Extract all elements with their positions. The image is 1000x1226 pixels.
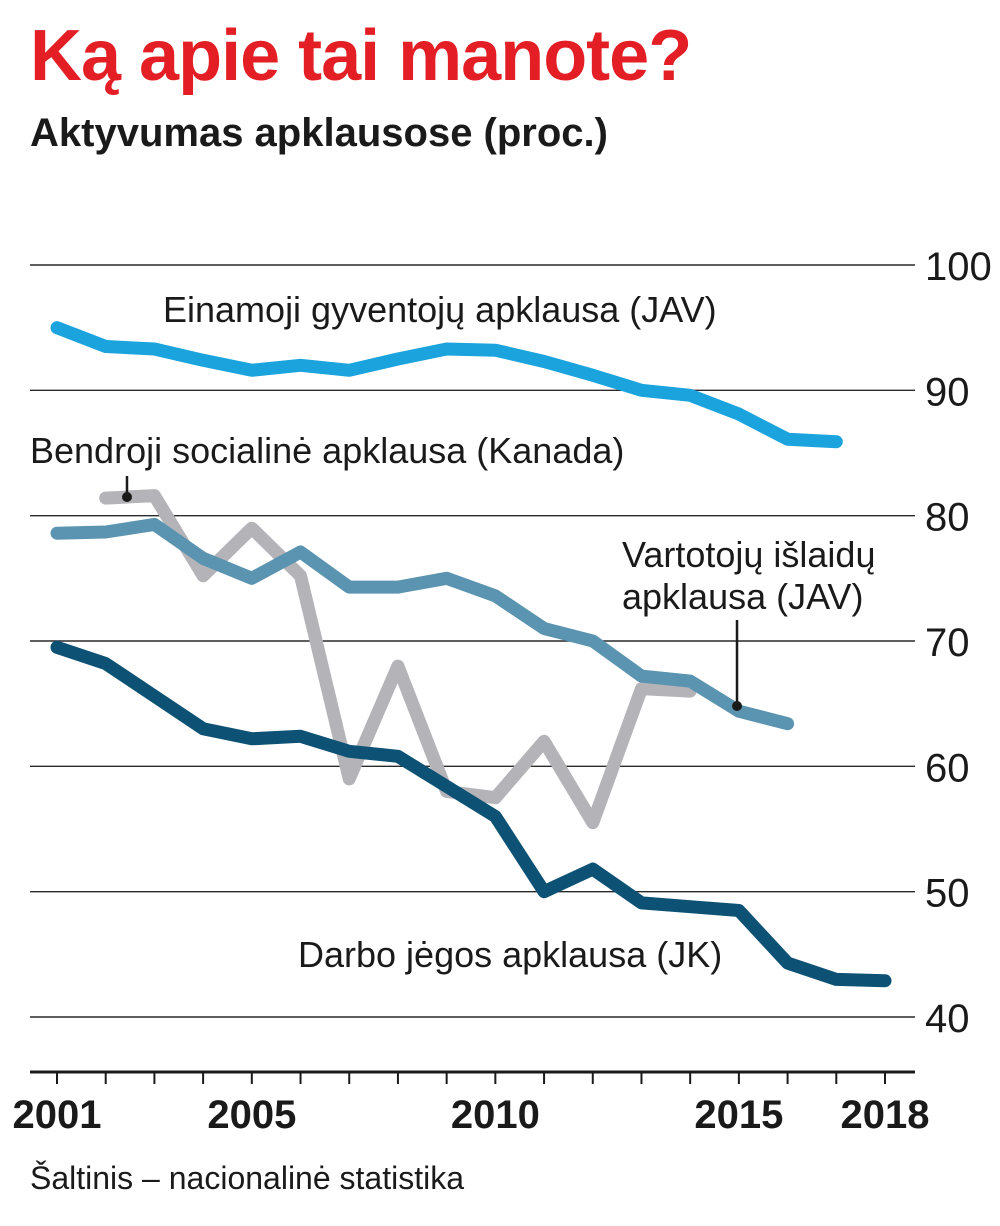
y-tick-label: 60 bbox=[925, 746, 970, 790]
y-tick-label: 90 bbox=[925, 370, 970, 414]
y-tick-label: 40 bbox=[925, 997, 970, 1041]
series-label-vartotoju-line1: Vartotojų išlaidų bbox=[622, 534, 875, 575]
series-lines bbox=[50, 321, 892, 988]
series-label-bendroji: Bendroji socialinė apklausa (Kanada) bbox=[30, 430, 624, 471]
y-tick-label: 70 bbox=[925, 621, 970, 665]
leader-dot-bendroji bbox=[122, 492, 132, 502]
x-tick-label: 2001 bbox=[13, 1093, 102, 1137]
x-tick-label: 2015 bbox=[694, 1093, 783, 1137]
series-line bbox=[99, 489, 697, 830]
x-tick-label: 2005 bbox=[207, 1093, 296, 1137]
y-tick-label: 50 bbox=[925, 872, 970, 916]
source-note: Šaltinis – nacionalinė statistika bbox=[30, 1160, 465, 1196]
y-tick-label: 100 bbox=[925, 245, 992, 289]
chart-title: Ką apie tai manote? bbox=[30, 16, 692, 96]
series-labels: Einamoji gyventojų apklausa (JAV) Bendroj… bbox=[30, 289, 875, 975]
series-line bbox=[50, 321, 843, 449]
gridlines bbox=[30, 264, 915, 1018]
leader-dot-vartotoju bbox=[732, 701, 742, 711]
series-label-darbo: Darbo jėgos apklausa (JK) bbox=[298, 934, 722, 975]
chart-subtitle: Aktyvumas apklausose (proc.) bbox=[30, 111, 608, 155]
x-tick-label: 2018 bbox=[841, 1093, 930, 1137]
x-axis: 2001 2005 2010 2015 2018 bbox=[13, 1070, 930, 1137]
series-line bbox=[50, 640, 892, 988]
series-line bbox=[50, 517, 795, 731]
y-tick-label: 80 bbox=[925, 496, 970, 540]
series-label-vartotoju-line2: apklausa (JAV) bbox=[622, 576, 863, 617]
series-label-einamoji: Einamoji gyventojų apklausa (JAV) bbox=[163, 289, 717, 330]
y-axis: 40 50 60 70 80 90 100 bbox=[925, 245, 992, 1041]
x-tick-label: 2010 bbox=[451, 1093, 540, 1137]
